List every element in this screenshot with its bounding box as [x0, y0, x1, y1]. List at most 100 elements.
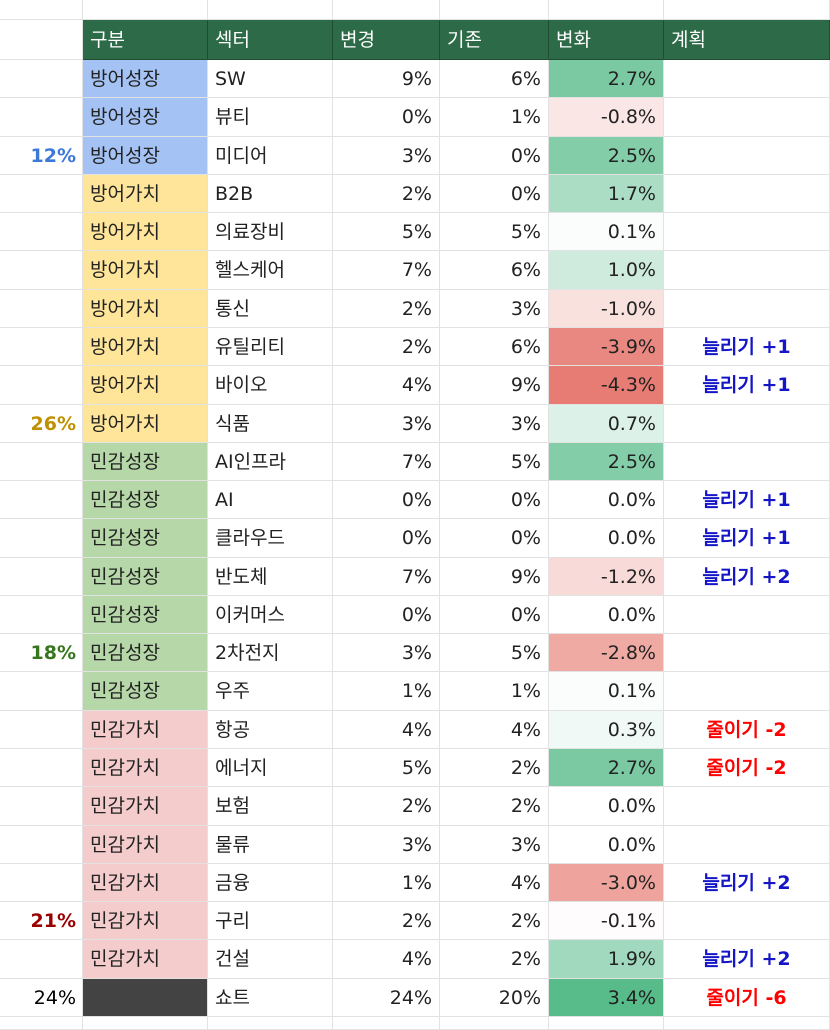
new-weight[interactable]: 4% — [333, 366, 440, 405]
plan-cell[interactable]: 늘리기 +1 — [664, 327, 830, 367]
sector-cell[interactable]: 뷰티 — [208, 98, 333, 137]
plan-cell[interactable] — [664, 98, 830, 137]
old-weight[interactable]: 0% — [440, 481, 549, 520]
group-weight[interactable] — [0, 98, 83, 137]
change-cell[interactable]: 2.7% — [549, 749, 664, 788]
group-weight[interactable] — [0, 174, 83, 214]
old-weight[interactable]: 3% — [440, 404, 549, 443]
new-weight[interactable]: 9% — [333, 60, 440, 99]
group-weight[interactable] — [0, 251, 83, 290]
sector-cell[interactable]: 에너지 — [208, 749, 333, 788]
change-cell[interactable]: 0.0% — [549, 595, 664, 635]
group-cell[interactable]: 방어가치 — [83, 404, 208, 443]
old-weight[interactable]: 5% — [440, 213, 549, 252]
group-weight[interactable] — [0, 749, 83, 788]
change-cell[interactable]: 1.0% — [549, 251, 664, 290]
new-weight[interactable]: 3% — [333, 136, 440, 175]
old-weight[interactable]: 4% — [440, 710, 549, 750]
plan-cell[interactable]: 늘리기 +2 — [664, 863, 830, 903]
group-cell[interactable]: 민감성장 — [83, 519, 208, 558]
change-cell[interactable]: 0.0% — [549, 825, 664, 864]
new-weight[interactable]: 4% — [333, 940, 440, 979]
group-weight[interactable] — [0, 595, 83, 635]
empty-cell[interactable] — [440, 1017, 549, 1030]
sector-cell[interactable]: 미디어 — [208, 136, 333, 175]
old-weight[interactable]: 5% — [440, 634, 549, 673]
new-weight[interactable]: 3% — [333, 404, 440, 443]
plan-cell[interactable] — [664, 787, 830, 826]
change-cell[interactable]: -3.9% — [549, 327, 664, 367]
new-weight[interactable]: 2% — [333, 902, 440, 941]
new-weight[interactable]: 1% — [333, 672, 440, 711]
change-cell[interactable]: 3.4% — [549, 978, 664, 1017]
old-weight[interactable]: 2% — [440, 940, 549, 979]
old-weight[interactable]: 6% — [440, 60, 549, 99]
empty-cell[interactable] — [83, 0, 208, 20]
new-weight[interactable]: 2% — [333, 289, 440, 328]
group-weight[interactable]: 18% — [0, 634, 83, 673]
old-weight[interactable]: 5% — [440, 442, 549, 482]
change-cell[interactable]: 0.0% — [549, 481, 664, 520]
empty-cell[interactable] — [208, 0, 333, 20]
group-cell[interactable]: 민감가치 — [83, 863, 208, 903]
sector-cell[interactable]: 식품 — [208, 404, 333, 443]
change-cell[interactable]: 2.7% — [549, 60, 664, 99]
change-cell[interactable]: 1.9% — [549, 940, 664, 979]
sector-cell[interactable]: 바이오 — [208, 366, 333, 405]
plan-cell[interactable] — [664, 251, 830, 290]
old-weight[interactable]: 3% — [440, 825, 549, 864]
sector-cell[interactable]: 의료장비 — [208, 213, 333, 252]
new-weight[interactable]: 7% — [333, 557, 440, 596]
group-cell[interactable]: 민감성장 — [83, 442, 208, 482]
change-cell[interactable]: -0.8% — [549, 98, 664, 137]
group-cell[interactable]: 방어성장 — [83, 60, 208, 99]
group-weight[interactable]: 21% — [0, 902, 83, 941]
group-cell[interactable]: 민감가치 — [83, 787, 208, 826]
old-weight[interactable]: 20% — [440, 978, 549, 1017]
sector-cell[interactable]: 반도체 — [208, 557, 333, 596]
group-cell[interactable]: 방어가치 — [83, 366, 208, 405]
sector-cell[interactable]: 물류 — [208, 825, 333, 864]
plan-cell[interactable] — [664, 825, 830, 864]
new-weight[interactable]: 2% — [333, 787, 440, 826]
sector-cell[interactable]: B2B — [208, 174, 333, 214]
group-weight[interactable]: 26% — [0, 404, 83, 443]
old-weight[interactable]: 9% — [440, 557, 549, 596]
plan-cell[interactable] — [664, 404, 830, 443]
sector-cell[interactable]: 보험 — [208, 787, 333, 826]
plan-cell[interactable] — [664, 136, 830, 175]
old-weight[interactable]: 1% — [440, 98, 549, 137]
group-cell[interactable]: 민감가치 — [83, 902, 208, 941]
new-weight[interactable]: 7% — [333, 251, 440, 290]
old-weight[interactable]: 9% — [440, 366, 549, 405]
old-weight[interactable]: 0% — [440, 136, 549, 175]
group-weight[interactable] — [0, 825, 83, 864]
plan-cell[interactable] — [664, 174, 830, 214]
empty-cell[interactable] — [0, 1017, 83, 1030]
plan-cell[interactable] — [664, 60, 830, 99]
sector-cell[interactable]: 쇼트 — [208, 978, 333, 1017]
group-cell[interactable] — [83, 978, 208, 1017]
empty-cell[interactable] — [664, 1017, 830, 1030]
sector-cell[interactable]: SW — [208, 60, 333, 99]
new-weight[interactable]: 3% — [333, 634, 440, 673]
old-weight[interactable]: 4% — [440, 863, 549, 903]
plan-cell[interactable]: 줄이기 -2 — [664, 749, 830, 788]
change-cell[interactable]: -2.8% — [549, 634, 664, 673]
group-cell[interactable]: 민감가치 — [83, 940, 208, 979]
sector-cell[interactable]: 클라우드 — [208, 519, 333, 558]
empty-cell[interactable] — [549, 1017, 664, 1030]
group-cell[interactable]: 방어가치 — [83, 213, 208, 252]
row-header-cell[interactable] — [0, 20, 83, 60]
old-weight[interactable]: 1% — [440, 672, 549, 711]
group-weight[interactable] — [0, 787, 83, 826]
change-cell[interactable]: 0.1% — [549, 213, 664, 252]
group-cell[interactable]: 민감가치 — [83, 825, 208, 864]
plan-cell[interactable]: 줄이기 -2 — [664, 710, 830, 750]
group-cell[interactable]: 방어성장 — [83, 98, 208, 137]
group-cell[interactable]: 방어가치 — [83, 174, 208, 214]
group-cell[interactable]: 민감성장 — [83, 595, 208, 635]
new-weight[interactable]: 2% — [333, 327, 440, 367]
change-cell[interactable]: -1.2% — [549, 557, 664, 596]
column-header[interactable]: 변경 — [333, 20, 440, 60]
